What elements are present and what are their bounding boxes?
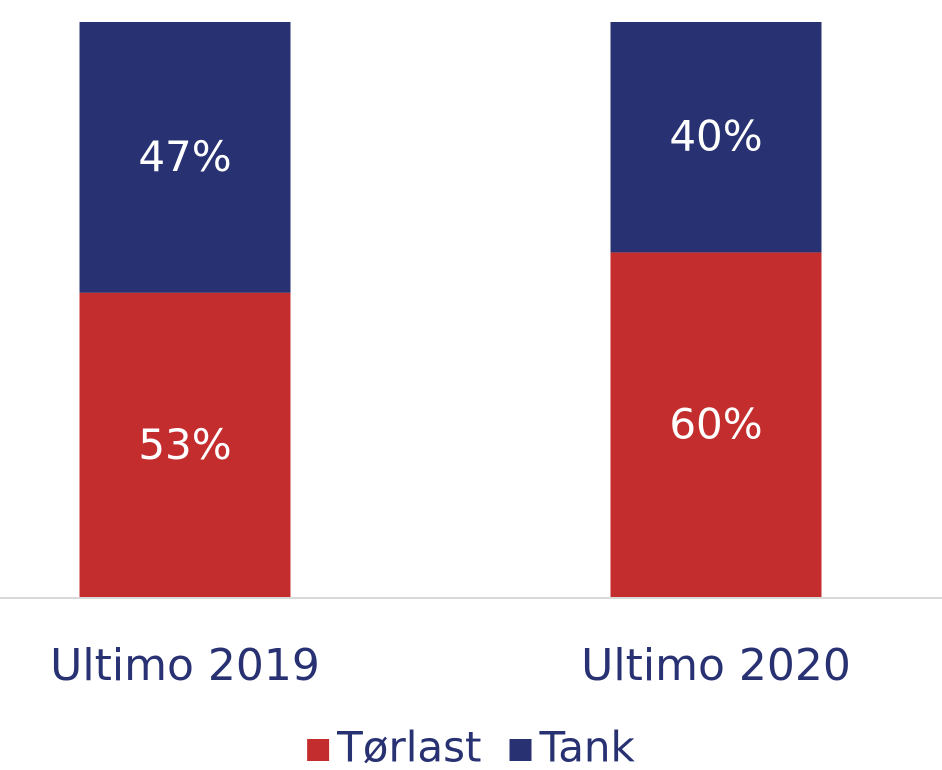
data-label: 47% (138, 132, 231, 181)
bar-segment (610, 252, 822, 598)
legend-label: Tank (538, 723, 635, 770)
data-label: 53% (138, 420, 231, 469)
x-tick-label: Ultimo 2019 (50, 640, 320, 691)
data-label: 60% (669, 400, 762, 449)
bar-segment (79, 292, 291, 598)
data-label: 40% (669, 112, 762, 161)
legend-swatch (307, 739, 330, 761)
x-tick-label: Ultimo 2020 (581, 640, 851, 691)
legend-swatch (509, 739, 532, 761)
legend-label: Tørlast (336, 723, 481, 770)
bar-segment (79, 22, 291, 293)
bar-segment (610, 22, 822, 253)
